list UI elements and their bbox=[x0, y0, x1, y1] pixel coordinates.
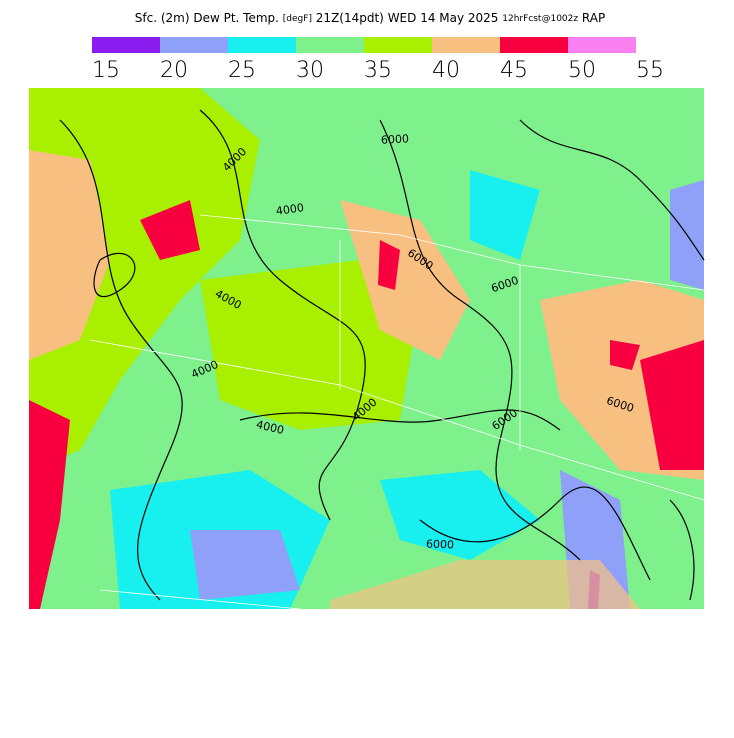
colorbar-tick-label: 25 bbox=[228, 58, 256, 83]
contour-label: 6000 bbox=[426, 538, 454, 552]
region bbox=[200, 260, 420, 430]
colorbar-swatch bbox=[364, 37, 432, 53]
colorbar-tick-label: 35 bbox=[364, 58, 392, 83]
colorbar-tick-label: 20 bbox=[160, 58, 188, 83]
colorbar-tick-label: 45 bbox=[500, 58, 528, 83]
colorbar: 15 20 25 30 35 40 45 50 55 bbox=[92, 37, 664, 83]
boundaries bbox=[89, 214, 705, 610]
region bbox=[29, 150, 110, 360]
title-units: [degF] bbox=[283, 14, 312, 24]
region bbox=[330, 560, 640, 609]
colorbar-swatch bbox=[432, 37, 500, 53]
title-field: Sfc. (2m) Dew Pt. Temp. bbox=[135, 11, 279, 25]
region bbox=[340, 200, 470, 360]
map: 4000400040004000400040006000600060006000… bbox=[29, 88, 705, 610]
colorbar-tick-label: 30 bbox=[296, 58, 324, 83]
colorbar-tick-label: 40 bbox=[432, 58, 460, 83]
colorbar-swatch bbox=[568, 37, 636, 53]
colorbar-tick-label: 55 bbox=[636, 58, 664, 83]
title-model: RAP bbox=[582, 11, 605, 25]
colorbar-swatch bbox=[228, 37, 296, 53]
region bbox=[470, 170, 540, 260]
region bbox=[378, 240, 400, 290]
contour-label: 4000 bbox=[255, 418, 285, 437]
colorbar-swatch bbox=[296, 37, 364, 53]
title-forecast: 12hrFcst@1002z bbox=[502, 14, 578, 24]
contour-label: 4000 bbox=[275, 201, 305, 218]
region bbox=[190, 530, 300, 600]
colorbar-swatch bbox=[160, 37, 228, 53]
region bbox=[610, 340, 640, 370]
colorbar-tick-label: 15 bbox=[92, 58, 120, 83]
title: Sfc. (2m) Dew Pt. Temp. [degF] 21Z(14pdt… bbox=[135, 11, 605, 25]
colorbar-tick-label: 50 bbox=[568, 58, 596, 83]
contours bbox=[59, 109, 705, 601]
region bbox=[140, 200, 200, 260]
title-date: WED 14 May 2025 bbox=[388, 11, 499, 25]
colorbar-swatch bbox=[92, 37, 160, 53]
region bbox=[640, 340, 704, 470]
title-valid: 21Z(14pdt) bbox=[316, 11, 384, 25]
colorbar-swatch bbox=[500, 37, 568, 53]
region bbox=[29, 400, 70, 609]
contour-label: 6000 bbox=[381, 132, 410, 146]
